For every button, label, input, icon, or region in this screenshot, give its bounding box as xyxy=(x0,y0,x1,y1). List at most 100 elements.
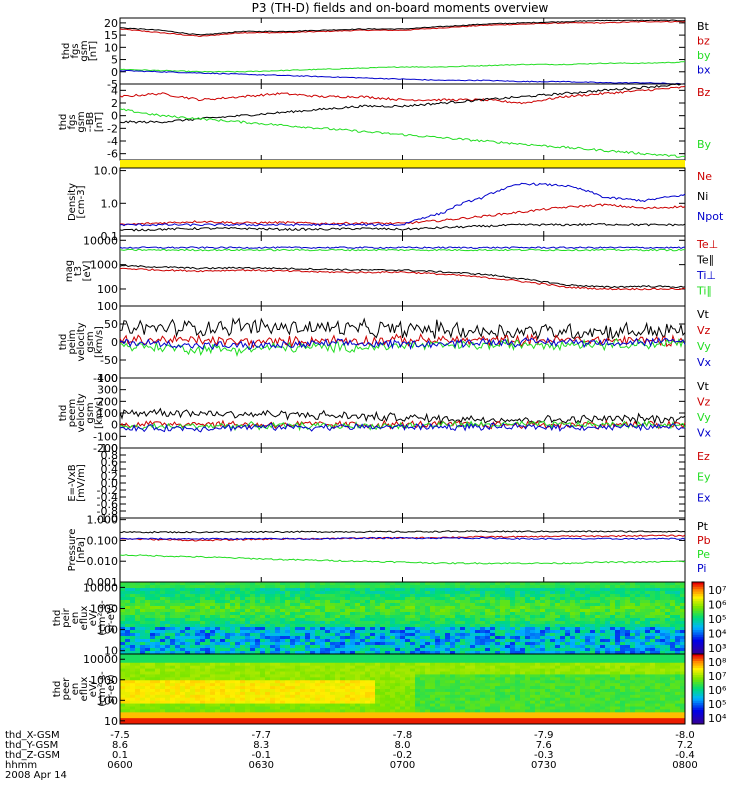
spectrogram-cell xyxy=(235,636,241,640)
spectrogram-cell xyxy=(210,654,216,658)
y-tick-label: 0.010 xyxy=(87,555,119,568)
spectrogram-cell xyxy=(165,654,171,658)
spectrogram-cell xyxy=(610,585,616,589)
spectrogram-cell xyxy=(655,624,661,628)
spectrogram-cell xyxy=(540,606,546,610)
spectrogram-cell xyxy=(290,694,296,699)
spectrogram-cell xyxy=(335,627,341,631)
spectrogram-cell xyxy=(360,645,366,649)
spectrogram-cell xyxy=(420,639,426,643)
spectrogram-cell xyxy=(390,697,396,702)
spectrogram-cell xyxy=(290,691,296,696)
spectrogram-cell xyxy=(235,594,241,598)
spectrogram-cell xyxy=(495,615,501,619)
spectrogram-cell xyxy=(175,612,181,616)
spectrogram-cell xyxy=(230,612,236,616)
spectrogram-cell xyxy=(205,697,211,702)
spectrogram-cell xyxy=(145,677,151,681)
spectrogram-cell xyxy=(345,636,351,640)
spectrogram-cell xyxy=(270,662,276,667)
spectrogram-cell xyxy=(255,603,261,607)
spectrogram-cell xyxy=(645,630,651,634)
spectrogram-cell xyxy=(610,606,616,610)
spectrogram-cell xyxy=(145,662,151,667)
spectrogram-cell xyxy=(210,671,216,675)
spectrogram-cell xyxy=(380,656,386,661)
spectrogram-cell xyxy=(240,636,246,640)
spectrogram-cell xyxy=(315,621,321,625)
spectrogram-cell xyxy=(365,680,371,684)
spectrogram-cell xyxy=(345,603,351,607)
spectrogram-cell xyxy=(260,633,266,637)
spectrogram-cell xyxy=(410,680,416,684)
spectrogram-cell xyxy=(440,703,446,707)
spectrogram-cell xyxy=(550,600,556,604)
spectrogram-cell xyxy=(415,594,421,598)
spectrogram-cell xyxy=(280,677,286,681)
spectrogram-cell xyxy=(565,585,571,589)
spectrogram-cell xyxy=(140,677,146,681)
spectrogram-cell xyxy=(250,597,256,601)
spectrogram-cell xyxy=(420,721,426,725)
spectrogram-cell xyxy=(380,603,386,607)
spectrogram-cell xyxy=(415,656,421,661)
spectrogram-cell xyxy=(445,709,451,713)
spectrogram-cell xyxy=(310,651,316,655)
spectrogram-cell xyxy=(510,597,516,601)
spectrogram-cell xyxy=(595,609,601,613)
spectrogram-cell xyxy=(455,615,461,619)
spectrogram-cell xyxy=(450,656,456,661)
spectrogram-cell xyxy=(150,648,156,652)
spectrogram-cell xyxy=(220,671,226,675)
spectrogram-cell xyxy=(495,656,501,661)
spectrogram-cell xyxy=(345,671,351,675)
spectrogram-cell xyxy=(250,585,256,589)
spectrogram-cell xyxy=(530,600,536,604)
spectrogram-cell xyxy=(585,621,591,625)
spectrogram-cell xyxy=(170,642,176,646)
spectrogram-cell xyxy=(660,642,666,646)
spectrogram-cell xyxy=(345,694,351,699)
spectrogram-cell xyxy=(300,618,306,622)
spectrogram-cell xyxy=(215,654,221,658)
spectrogram-cell xyxy=(305,703,311,707)
spectrogram-cell xyxy=(250,665,256,669)
spectrogram-cell xyxy=(550,624,556,628)
spectrogram-cell xyxy=(675,606,681,610)
spectrogram-cell xyxy=(155,621,161,625)
spectrogram-cell xyxy=(625,612,631,616)
spectrogram-cell xyxy=(290,656,296,661)
spectrogram-cell xyxy=(195,588,201,592)
spectrogram-cell xyxy=(325,651,331,655)
spectrogram-cell xyxy=(255,606,261,610)
spectrogram-cell xyxy=(225,709,231,713)
spectrogram-cell xyxy=(560,612,566,616)
spectrogram-cell xyxy=(300,651,306,655)
spectrogram-cell xyxy=(360,630,366,634)
spectrogram-cell xyxy=(365,668,371,672)
spectrogram-cell xyxy=(135,627,141,631)
spectrogram-cell xyxy=(430,709,436,713)
spectrogram-cell xyxy=(330,709,336,713)
spectrogram-cell xyxy=(500,585,506,589)
spectrogram-cell xyxy=(440,662,446,667)
spectrogram-cell xyxy=(310,665,316,669)
spectrogram-cell xyxy=(680,633,686,637)
colorbar-cell xyxy=(692,627,704,631)
spectrogram-cell xyxy=(165,709,171,713)
spectrogram-cell xyxy=(320,624,326,628)
spectrogram-cell xyxy=(525,624,531,628)
spectrogram-cell xyxy=(590,651,596,655)
spectrogram-cell xyxy=(285,633,291,637)
spectrogram-cell xyxy=(300,677,306,681)
spectrogram-cell xyxy=(540,585,546,589)
spectrogram-cell xyxy=(205,615,211,619)
spectrogram-cell xyxy=(580,618,586,622)
spectrogram-cell xyxy=(325,700,331,704)
spectrogram-cell xyxy=(230,645,236,649)
spectrogram-cell xyxy=(220,624,226,628)
spectrogram-cell xyxy=(450,691,456,696)
colorbar-cell xyxy=(692,644,704,648)
spectrogram-cell xyxy=(505,609,511,613)
spectrogram-cell xyxy=(485,639,491,643)
